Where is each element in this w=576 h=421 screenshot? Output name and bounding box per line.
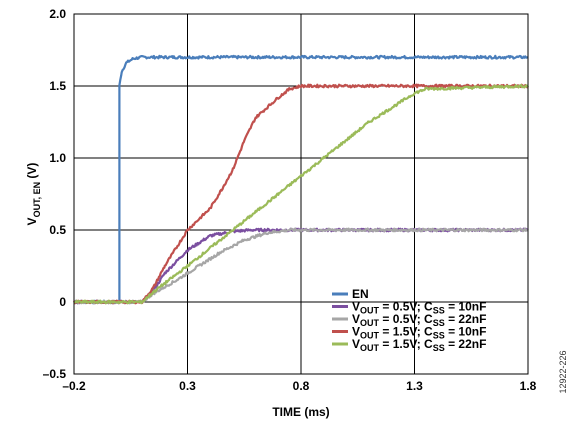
legend-label-3: VOUT = 1.5V; CSS = 10nF: [352, 325, 486, 341]
x-tick-label: 0.3: [179, 379, 196, 393]
legend-label-1: VOUT = 0.5V; CSS = 10nF: [352, 300, 486, 316]
figure-id: 12922-226: [558, 350, 568, 393]
series-line-4: [73, 83, 529, 305]
legend-label-0: EN: [352, 287, 369, 301]
legend-label-4: VOUT = 1.5V; CSS = 22nF: [352, 337, 486, 353]
series-line-2: [73, 227, 529, 305]
x-tick-label: –0.2: [62, 379, 86, 393]
legend-label-2: VOUT = 0.5V; CSS = 22nF: [352, 312, 486, 328]
series-line-3: [72, 83, 529, 305]
y-tick-label: 2.0: [49, 7, 66, 21]
y-tick-label: –0.5: [43, 367, 67, 381]
y-tick-label: 1.5: [49, 79, 66, 93]
y-tick-label: 0.5: [49, 223, 66, 237]
x-tick-label: 1.3: [406, 379, 423, 393]
series-layer: [72, 54, 529, 305]
y-tick-label: 0: [59, 295, 66, 309]
x-tick-label: 0.8: [293, 379, 310, 393]
y-tick-labels: –0.5 0 0.5 1.0 1.5 2.0: [43, 7, 67, 381]
x-tick-labels: –0.2 0.3 0.8 1.3 1.8: [62, 379, 536, 393]
x-tick-label: 1.8: [520, 379, 537, 393]
y-tick-label: 1.0: [49, 151, 66, 165]
y-axis-label: VOUT, EN (V): [25, 163, 42, 226]
x-axis-label: TIME (ms): [272, 405, 329, 419]
series-line-0: [73, 54, 529, 305]
plot-frame: [73, 13, 529, 375]
